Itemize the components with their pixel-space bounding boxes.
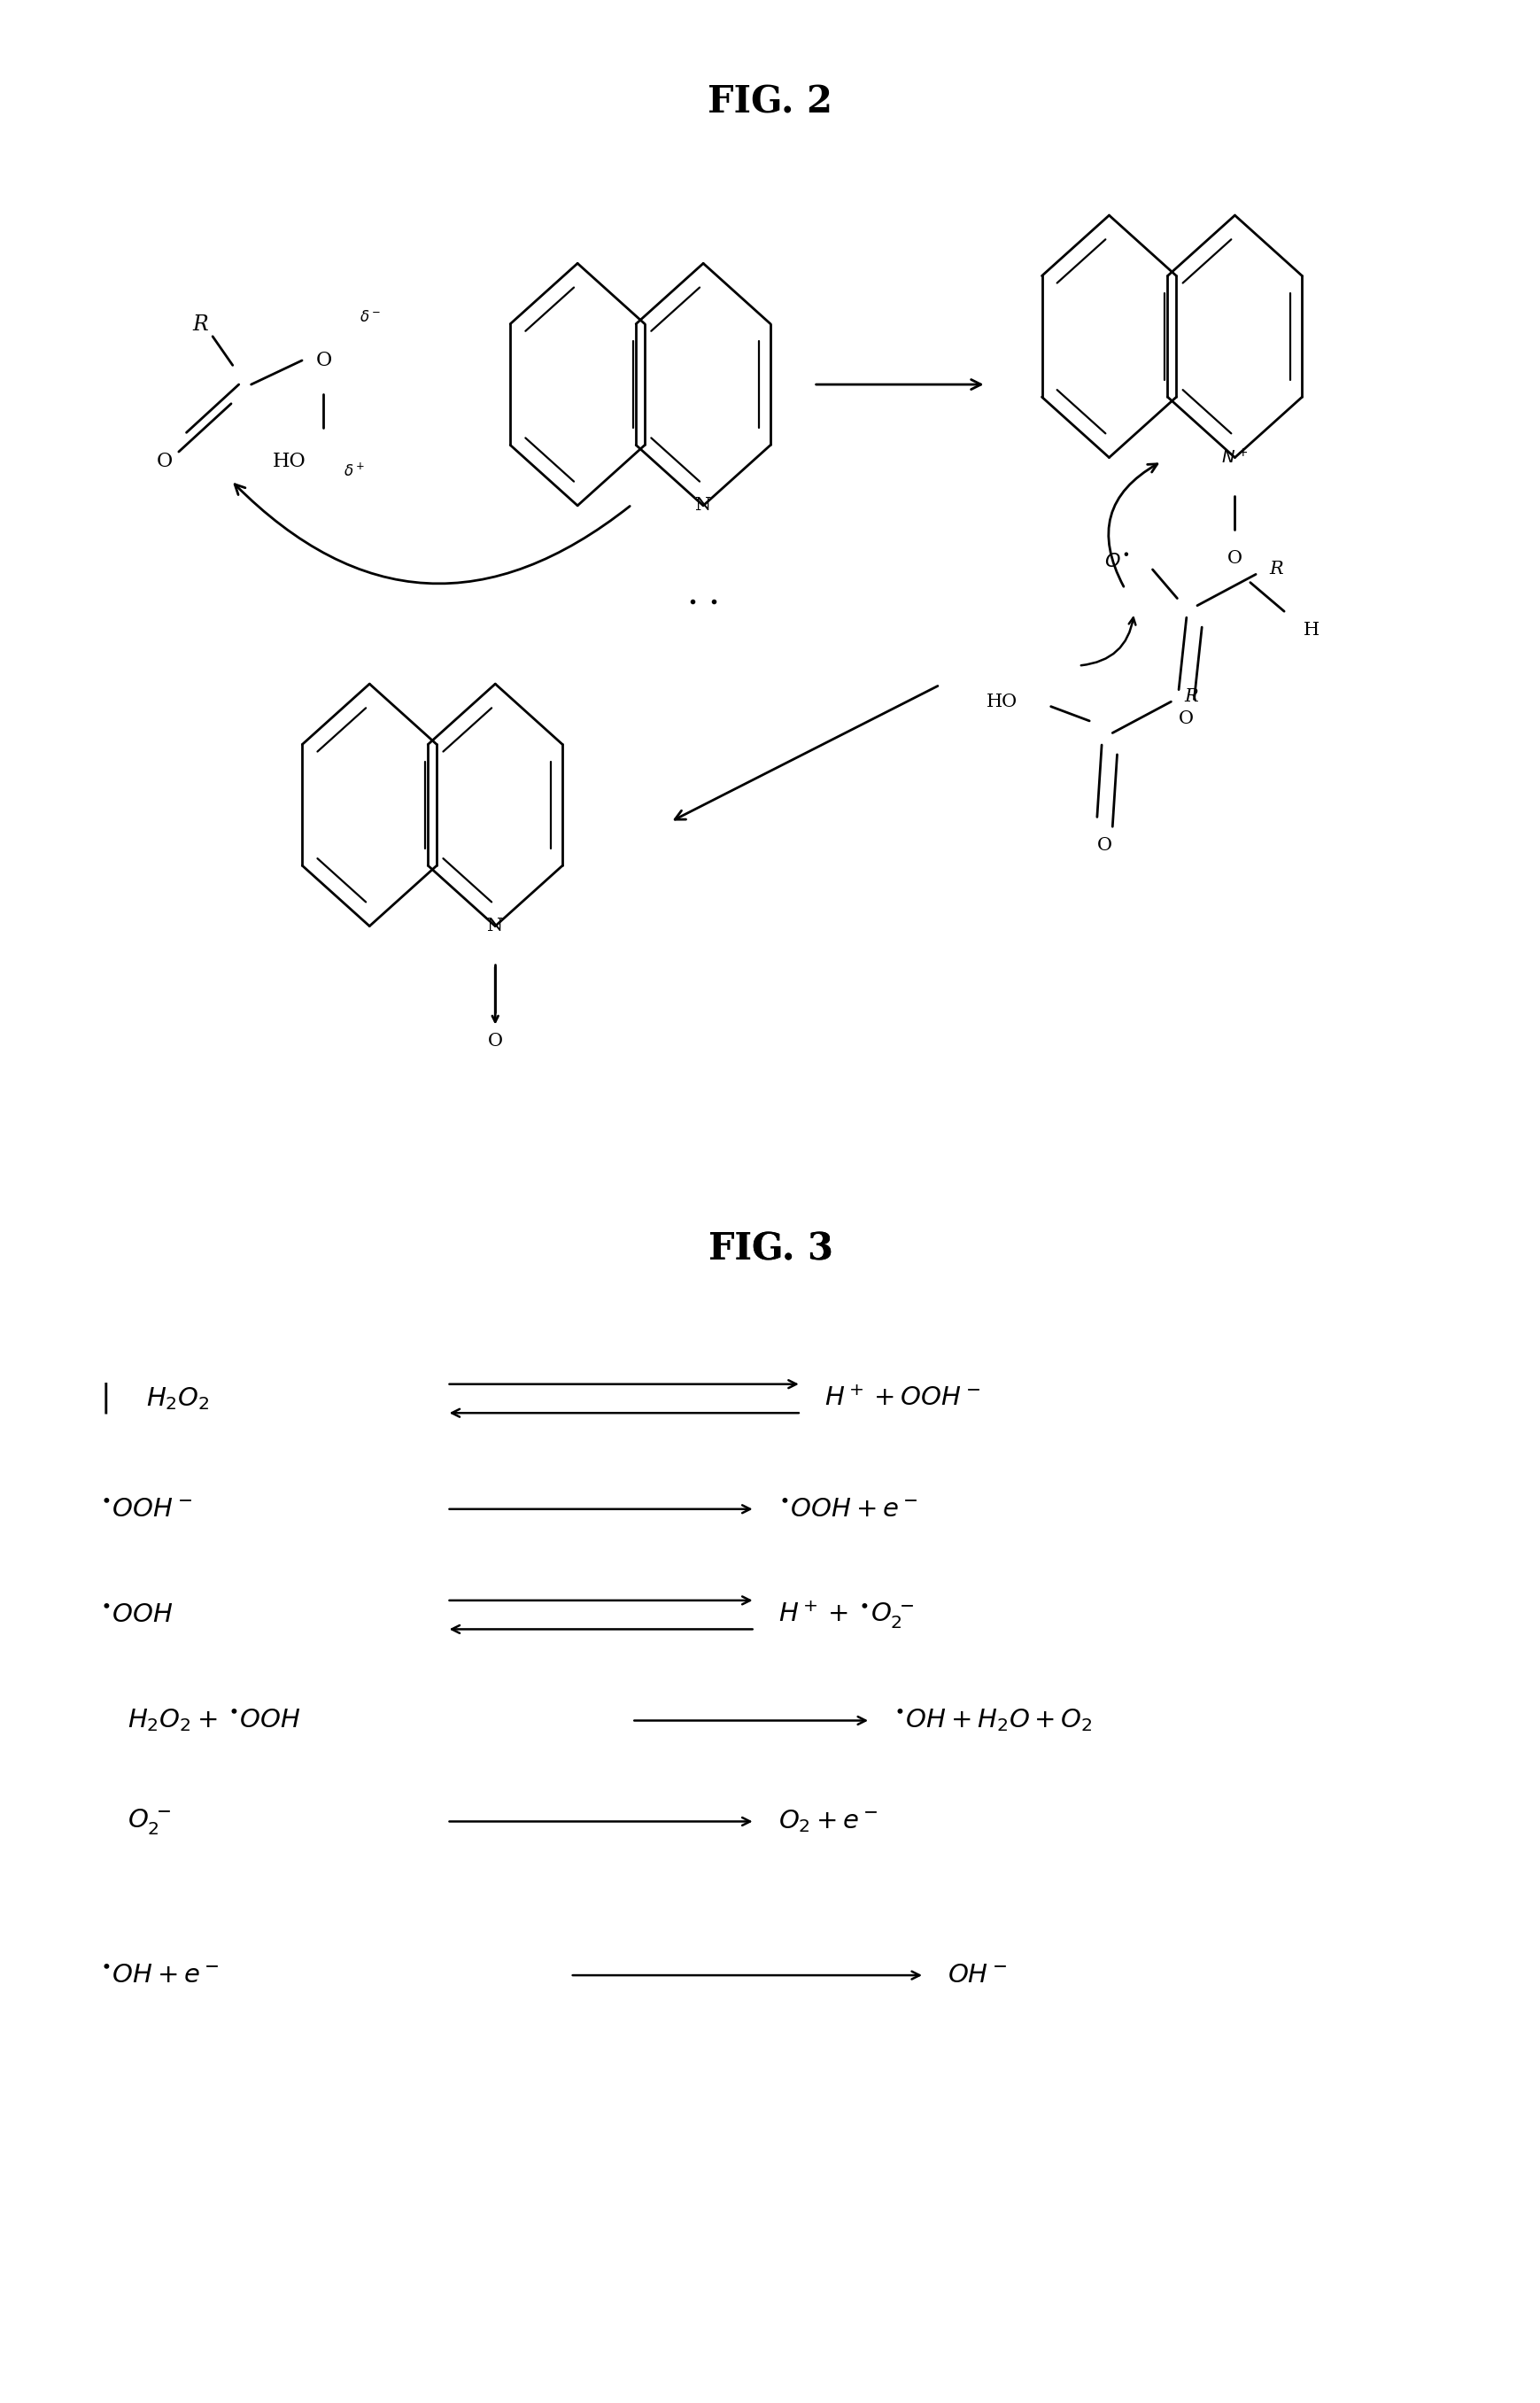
Text: $H^+ + OOH^-$: $H^+ + OOH^-$ [824, 1387, 979, 1411]
Text: $H_2O_2 + \,^{\bullet}OOH$: $H_2O_2 + \,^{\bullet}OOH$ [128, 1709, 300, 1733]
Text: FIG. 3: FIG. 3 [708, 1230, 832, 1266]
Text: O: O [1178, 709, 1194, 728]
Text: $\delta^-$: $\delta^-$ [359, 310, 380, 324]
Text: $^{\bullet}OH + e^-$: $^{\bullet}OH + e^-$ [100, 1963, 219, 1987]
Text: FIG. 3: FIG. 3 [708, 1230, 832, 1266]
Text: $^{\bullet}OH + H_2O + O_2$: $^{\bullet}OH + H_2O + O_2$ [893, 1709, 1092, 1733]
Text: $H^+ + \,^{\bullet}O_2^{\,-}$: $H^+ + \,^{\bullet}O_2^{\,-}$ [778, 1598, 913, 1632]
Text: R: R [1267, 560, 1283, 579]
Text: N: N [487, 918, 504, 935]
Text: $^{\bullet}OOH$: $^{\bullet}OOH$ [100, 1603, 174, 1627]
Text: O: O [157, 452, 172, 471]
Text: N: N [695, 497, 711, 514]
Text: $^{\bullet}OOH + e^-$: $^{\bullet}OOH + e^-$ [778, 1497, 916, 1521]
Text: HO: HO [986, 692, 1016, 711]
Text: HO: HO [273, 452, 306, 471]
Text: $^{\bullet}OOH^-$: $^{\bullet}OOH^-$ [100, 1497, 192, 1521]
Text: O: O [1227, 550, 1241, 567]
Text: $\delta^+$: $\delta^+$ [343, 461, 365, 481]
Text: $|$: $|$ [100, 1382, 108, 1415]
Text: O: O [488, 1033, 502, 1050]
Text: $H_2O_2$: $H_2O_2$ [146, 1387, 209, 1411]
Text: H: H [1303, 622, 1320, 639]
Text: $O^{\bullet}$: $O^{\bullet}$ [1104, 553, 1129, 572]
Text: R: R [1183, 687, 1198, 706]
Text: O: O [1096, 836, 1112, 855]
Text: $O_2 + e^-$: $O_2 + e^-$ [778, 1809, 878, 1833]
Text: O: O [316, 351, 331, 370]
Text: FIG. 2: FIG. 2 [707, 84, 833, 120]
Text: $OH^-$: $OH^-$ [947, 1963, 1007, 1987]
Text: $N^+$: $N^+$ [1221, 447, 1247, 466]
Text: $O_2^{\,-}$: $O_2^{\,-}$ [128, 1807, 171, 1836]
Text: R: R [192, 315, 208, 334]
